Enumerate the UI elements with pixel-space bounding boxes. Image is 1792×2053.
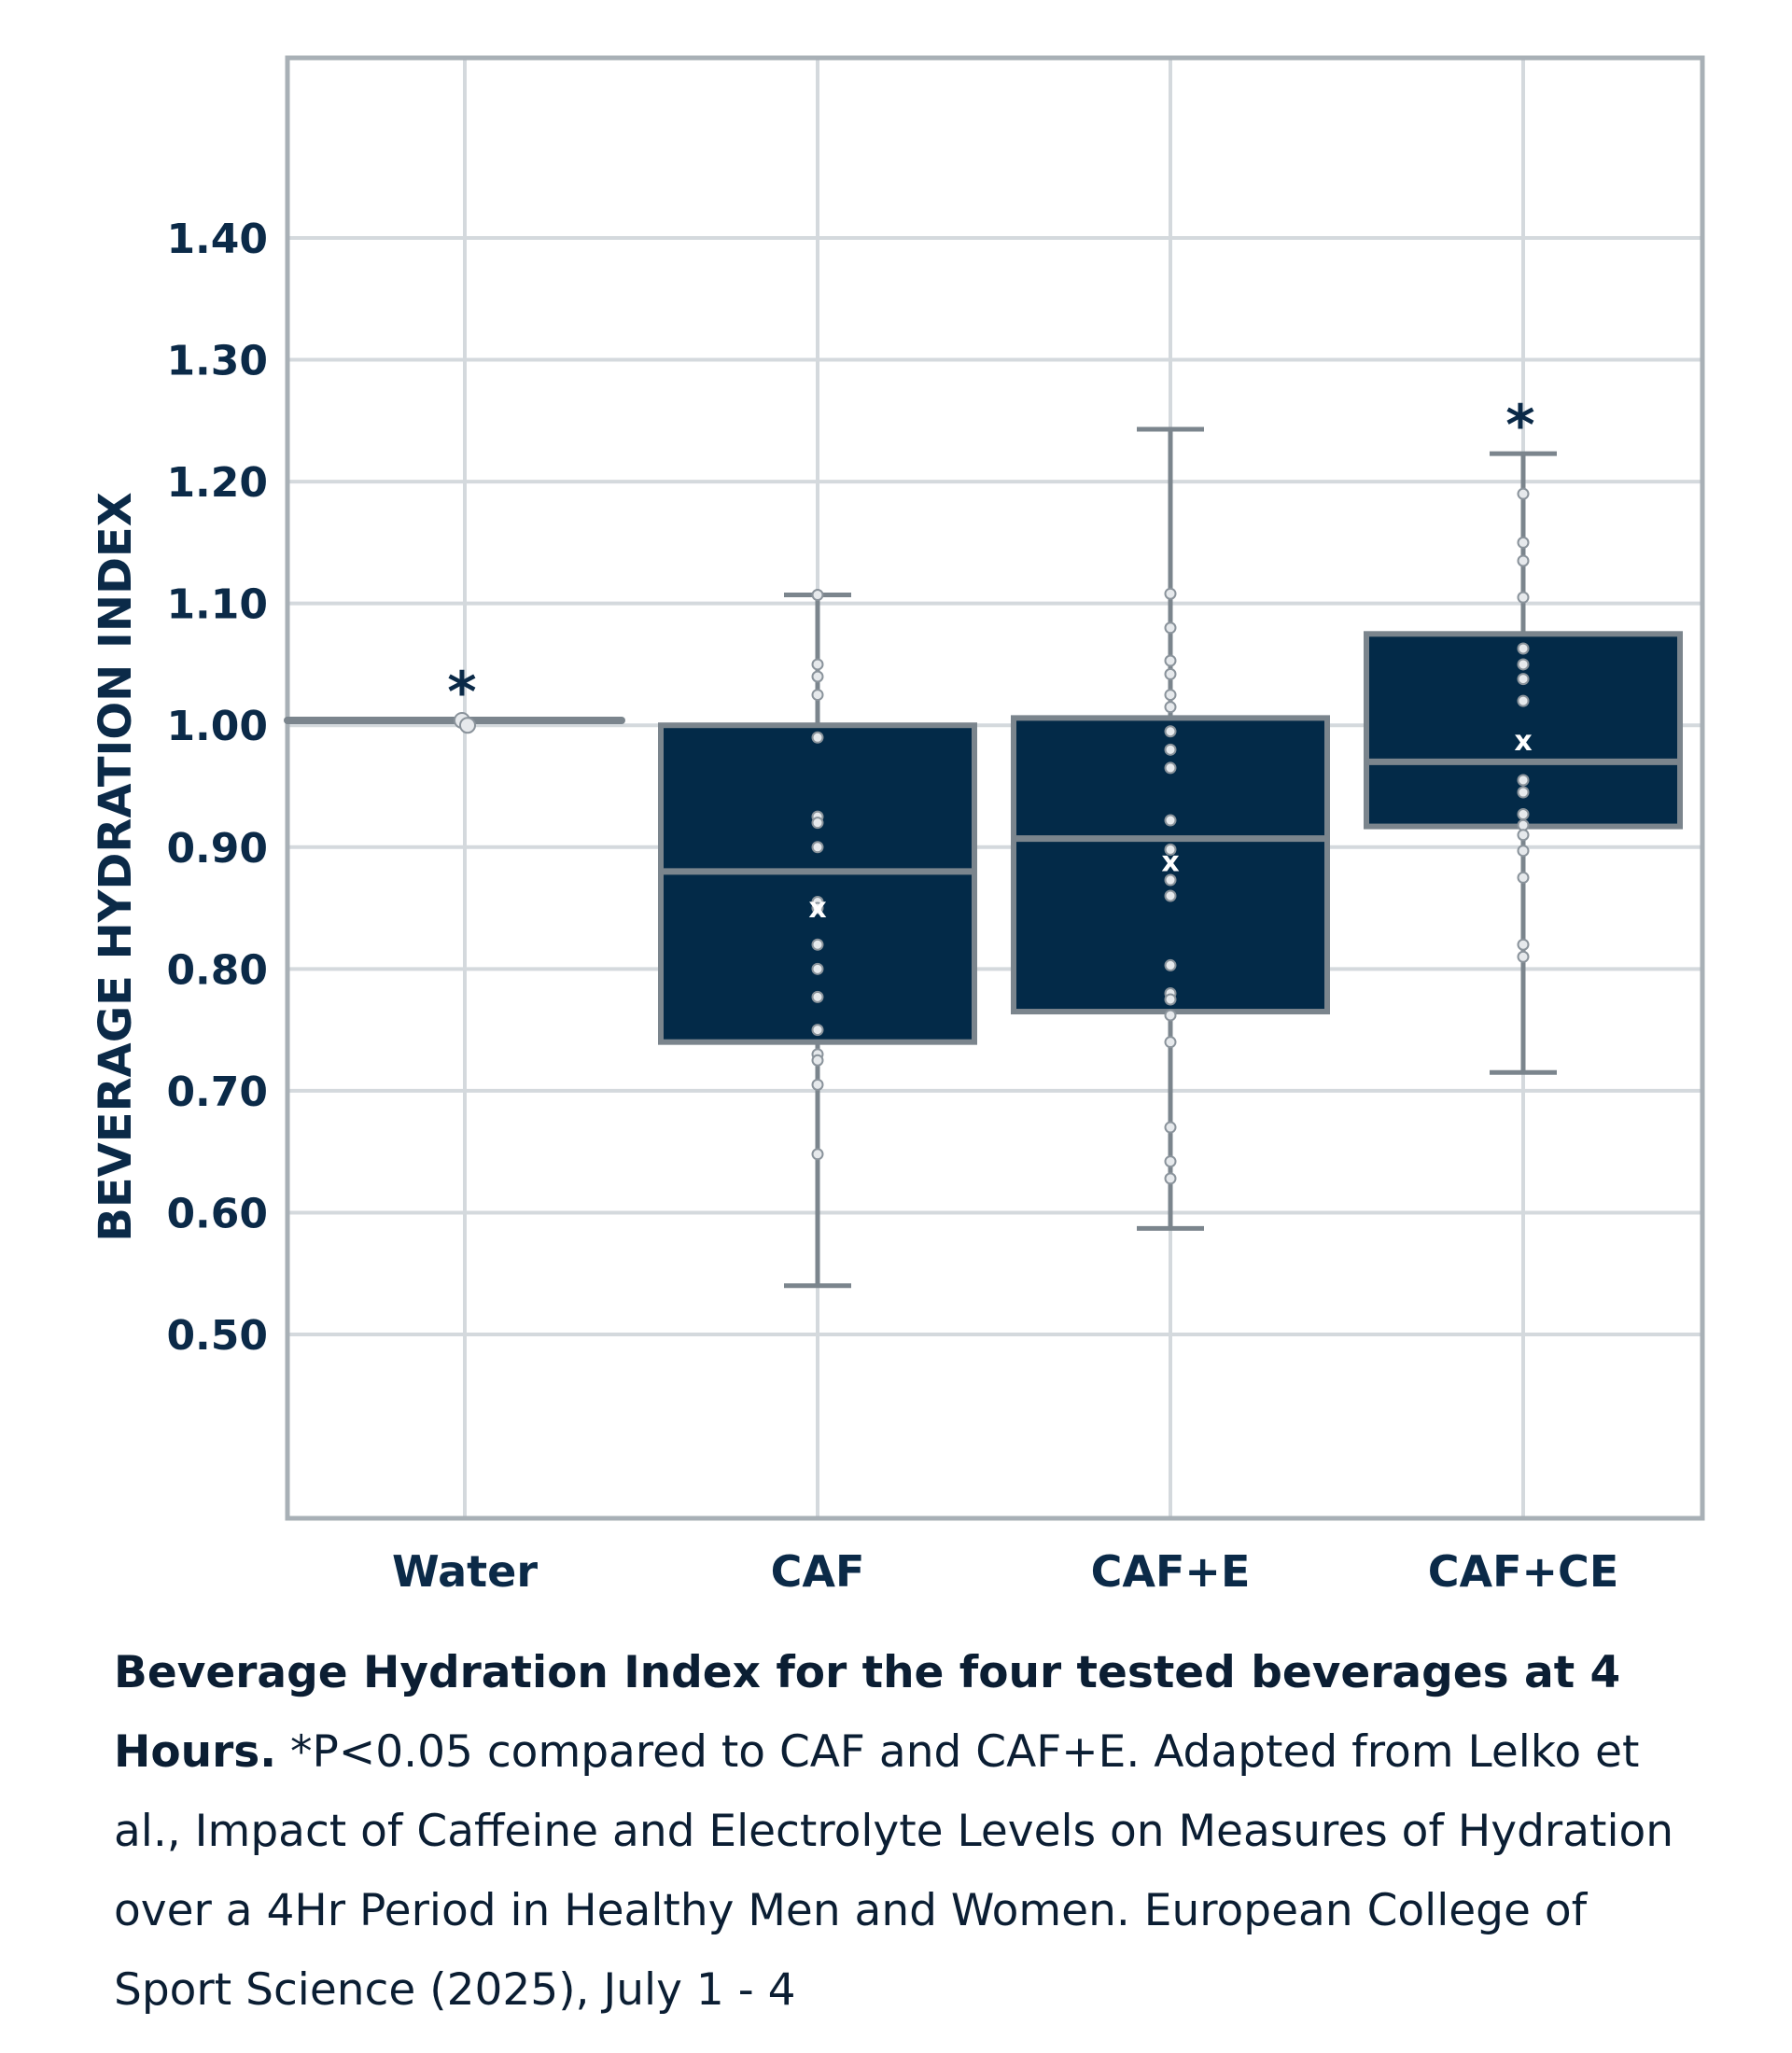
data-point (459, 717, 476, 734)
box-group: x (1011, 426, 1330, 1231)
data-point (1517, 786, 1530, 799)
y-tick-label: 0.60 (166, 1190, 268, 1237)
data-point (1517, 591, 1530, 604)
y-tick-label: 1.30 (166, 338, 268, 385)
data-point (1164, 701, 1177, 714)
data-point (811, 901, 824, 915)
y-tick-label: 1.20 (166, 459, 268, 507)
data-point (1164, 843, 1177, 856)
data-point (1164, 873, 1177, 887)
data-point (1164, 958, 1177, 971)
x-axis-category-labels: Water CAF CAF+E CAF+CE (392, 1546, 1618, 1597)
significance-marker: * (447, 660, 476, 725)
data-point (811, 689, 824, 702)
data-point (1164, 725, 1177, 738)
x-category-label: CAF+CE (1428, 1546, 1619, 1597)
significance-marker: * (1505, 393, 1534, 458)
y-tick-label: 0.90 (166, 825, 268, 873)
data-point (1164, 587, 1177, 600)
data-point (1517, 871, 1530, 884)
y-tick-label: 0.80 (166, 946, 268, 994)
figure-caption: Beverage Hydration Index for the four te… (114, 1633, 1701, 2030)
data-point (1517, 694, 1530, 707)
box-series: *xxx* (284, 393, 1683, 1289)
x-category-label: CAF+E (1091, 1546, 1251, 1597)
data-point (1164, 1172, 1177, 1185)
data-point (811, 938, 824, 951)
box-group: * (284, 660, 625, 734)
data-point (811, 1148, 824, 1161)
y-tick-label: 0.50 (166, 1312, 268, 1360)
data-point (1164, 1036, 1177, 1049)
data-point (811, 990, 824, 1003)
mean-marker: x (808, 892, 826, 925)
data-point (811, 731, 824, 744)
data-point (1164, 743, 1177, 756)
box-plot-chart: 0.50 0.60 0.70 0.80 0.90 1.00 1.10 1.20 1.30 1.40… (90, 55, 1705, 1597)
data-point (1517, 536, 1530, 549)
caption-body: *P<0.05 compared to CAF and CAF+E. Adapt… (114, 1726, 1674, 2016)
data-point (1517, 673, 1530, 686)
data-point (1517, 818, 1530, 831)
data-point (1164, 1009, 1177, 1022)
data-point (811, 658, 824, 671)
data-point (1164, 689, 1177, 702)
box-group: x (658, 589, 977, 1289)
data-point (1164, 654, 1177, 667)
y-tick-label: 1.10 (166, 581, 268, 629)
mean-marker: x (1514, 725, 1532, 758)
x-category-label: Water (392, 1546, 538, 1597)
data-point (1164, 1155, 1177, 1168)
y-tick-label: 1.00 (166, 703, 268, 750)
data-point (811, 817, 824, 830)
y-tick-label: 0.70 (166, 1068, 268, 1116)
data-point (1517, 658, 1530, 671)
data-point (1517, 642, 1530, 655)
plot-frame (285, 55, 1705, 1521)
data-point (1517, 829, 1530, 842)
data-point (1164, 993, 1177, 1006)
y-axis-tick-labels: 0.50 0.60 0.70 0.80 0.90 1.00 1.10 1.20 1.30 1.40 (166, 216, 268, 1360)
data-point (1164, 1121, 1177, 1134)
data-point (811, 962, 824, 975)
box-group: x* (1364, 393, 1683, 1075)
data-point (811, 1054, 824, 1067)
data-point (1164, 814, 1177, 827)
data-point (811, 1078, 824, 1091)
data-point (811, 589, 824, 602)
data-point (1517, 487, 1530, 500)
data-point (1517, 950, 1530, 963)
caption-lead: Beverage Hydration Index for the four te… (114, 1647, 1621, 1778)
data-point (1517, 554, 1530, 567)
data-point (1517, 808, 1530, 821)
data-point (1164, 761, 1177, 775)
data-point (811, 670, 824, 683)
data-point (1164, 621, 1177, 635)
data-point (1164, 889, 1177, 902)
y-tick-label: 1.40 (166, 216, 268, 263)
data-point (1517, 845, 1530, 858)
iqr-box (658, 722, 977, 1045)
y-axis-title: BEVERAGE HYDRATION INDEX (90, 492, 142, 1241)
data-point (811, 841, 824, 854)
data-point (811, 1024, 824, 1037)
mean-marker: x (1161, 845, 1179, 878)
x-category-label: CAF (771, 1546, 865, 1597)
data-point (1517, 774, 1530, 787)
data-point (1164, 667, 1177, 680)
data-point (1517, 938, 1530, 951)
